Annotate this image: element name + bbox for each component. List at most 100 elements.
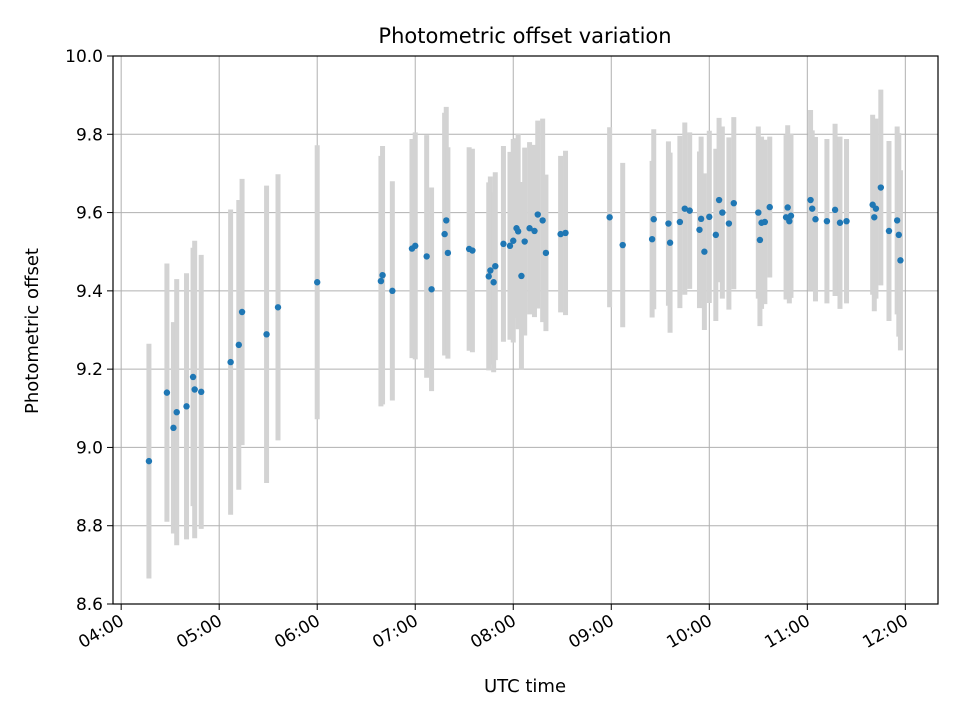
- data-point: [843, 217, 850, 225]
- x-tick-label: 08:00: [467, 611, 519, 653]
- x-tick-label: 10:00: [663, 611, 715, 653]
- data-point: [836, 219, 844, 226]
- data-point: [807, 196, 814, 204]
- data-point: [619, 241, 626, 249]
- y-tick-label: 9.8: [76, 125, 103, 145]
- data-point: [170, 424, 177, 432]
- data-point: [441, 230, 448, 238]
- data-point: [163, 389, 171, 396]
- data-point: [191, 386, 198, 393]
- data-point: [786, 217, 793, 225]
- x-tick-label: 05:00: [173, 611, 225, 653]
- data-point: [534, 211, 541, 218]
- plot-frame: [112, 55, 939, 605]
- y-tick-label: 10.0: [65, 47, 103, 67]
- data-point: [719, 209, 726, 216]
- data-point: [784, 204, 791, 211]
- data-point: [897, 257, 904, 264]
- x-tick-label: 11:00: [761, 611, 813, 653]
- data-point: [485, 273, 492, 280]
- data-point: [812, 216, 819, 223]
- data-point: [606, 214, 613, 221]
- data-point: [761, 218, 769, 226]
- data-point: [500, 240, 507, 248]
- y-tick-label: 9.2: [76, 360, 103, 380]
- data-point: [506, 242, 514, 250]
- data-point: [872, 205, 880, 212]
- data-point: [885, 227, 893, 235]
- x-tick-label: 07:00: [369, 611, 421, 653]
- data-point: [706, 213, 713, 221]
- data-point: [712, 231, 720, 239]
- data-point: [444, 249, 452, 257]
- data-point: [676, 218, 684, 226]
- data-point: [681, 205, 688, 212]
- data-point: [730, 199, 737, 207]
- data-point: [189, 373, 197, 381]
- y-tick-label: 8.8: [76, 517, 103, 537]
- data-point: [443, 217, 450, 224]
- data-point: [379, 272, 386, 279]
- data-point: [423, 253, 430, 260]
- data-point: [755, 209, 762, 216]
- data-point: [696, 226, 703, 233]
- x-tick-label: 04:00: [75, 611, 127, 653]
- data-point: [274, 304, 282, 311]
- data-point: [389, 287, 396, 295]
- y-tick-label: 9.4: [76, 282, 103, 302]
- data-point: [542, 249, 550, 257]
- data-point: [263, 331, 270, 338]
- data-point: [697, 215, 705, 223]
- x-tick-label: 12:00: [859, 611, 911, 653]
- data-point: [715, 196, 723, 204]
- data-point: [145, 457, 153, 465]
- data-point: [686, 207, 693, 214]
- data-point: [490, 279, 497, 286]
- data-point: [823, 217, 831, 225]
- data-point: [183, 403, 190, 410]
- chart-title: Photometric offset variation: [378, 24, 671, 48]
- data-point: [666, 239, 674, 246]
- data-point: [766, 203, 773, 211]
- data-point: [539, 217, 546, 224]
- data-point: [227, 358, 234, 366]
- data-point: [198, 388, 205, 396]
- data-point: [514, 228, 522, 235]
- data-point: [665, 220, 672, 227]
- x-tick-label: 09:00: [565, 611, 617, 653]
- data-point: [526, 225, 533, 232]
- data-point: [787, 212, 795, 219]
- x-axis-label: UTC time: [484, 676, 566, 697]
- data-point: [562, 229, 569, 237]
- data-point: [518, 272, 525, 280]
- data-point: [648, 235, 656, 243]
- data-point: [487, 267, 494, 274]
- data-point: [314, 279, 321, 286]
- data-point: [469, 247, 476, 254]
- data-point: [725, 220, 733, 227]
- data-point: [173, 409, 180, 416]
- y-tick-label: 9.6: [76, 204, 103, 224]
- data-point: [428, 286, 435, 293]
- y-axis-label: Photometric offset: [22, 248, 43, 414]
- data-point: [412, 242, 419, 250]
- y-tick-label: 9.0: [76, 438, 103, 458]
- data-point: [492, 262, 499, 270]
- x-ticks: 04:00 05:00 06:00 07:00 08:00 09:00 10:00 11:00…: [75, 604, 912, 653]
- data-point: [510, 237, 517, 244]
- data-points: [145, 184, 904, 465]
- data-point: [531, 227, 538, 235]
- data-point: [650, 216, 657, 223]
- data-point: [235, 341, 242, 349]
- data-point: [756, 236, 764, 244]
- data-point: [238, 308, 246, 316]
- x-tick-label: 06:00: [271, 611, 323, 653]
- data-point: [895, 231, 902, 239]
- data-point: [831, 206, 839, 214]
- data-point: [893, 217, 901, 224]
- data-point: [871, 214, 878, 221]
- y-tick-label: 8.6: [76, 595, 103, 615]
- data-point: [877, 184, 885, 191]
- data-point: [557, 230, 564, 238]
